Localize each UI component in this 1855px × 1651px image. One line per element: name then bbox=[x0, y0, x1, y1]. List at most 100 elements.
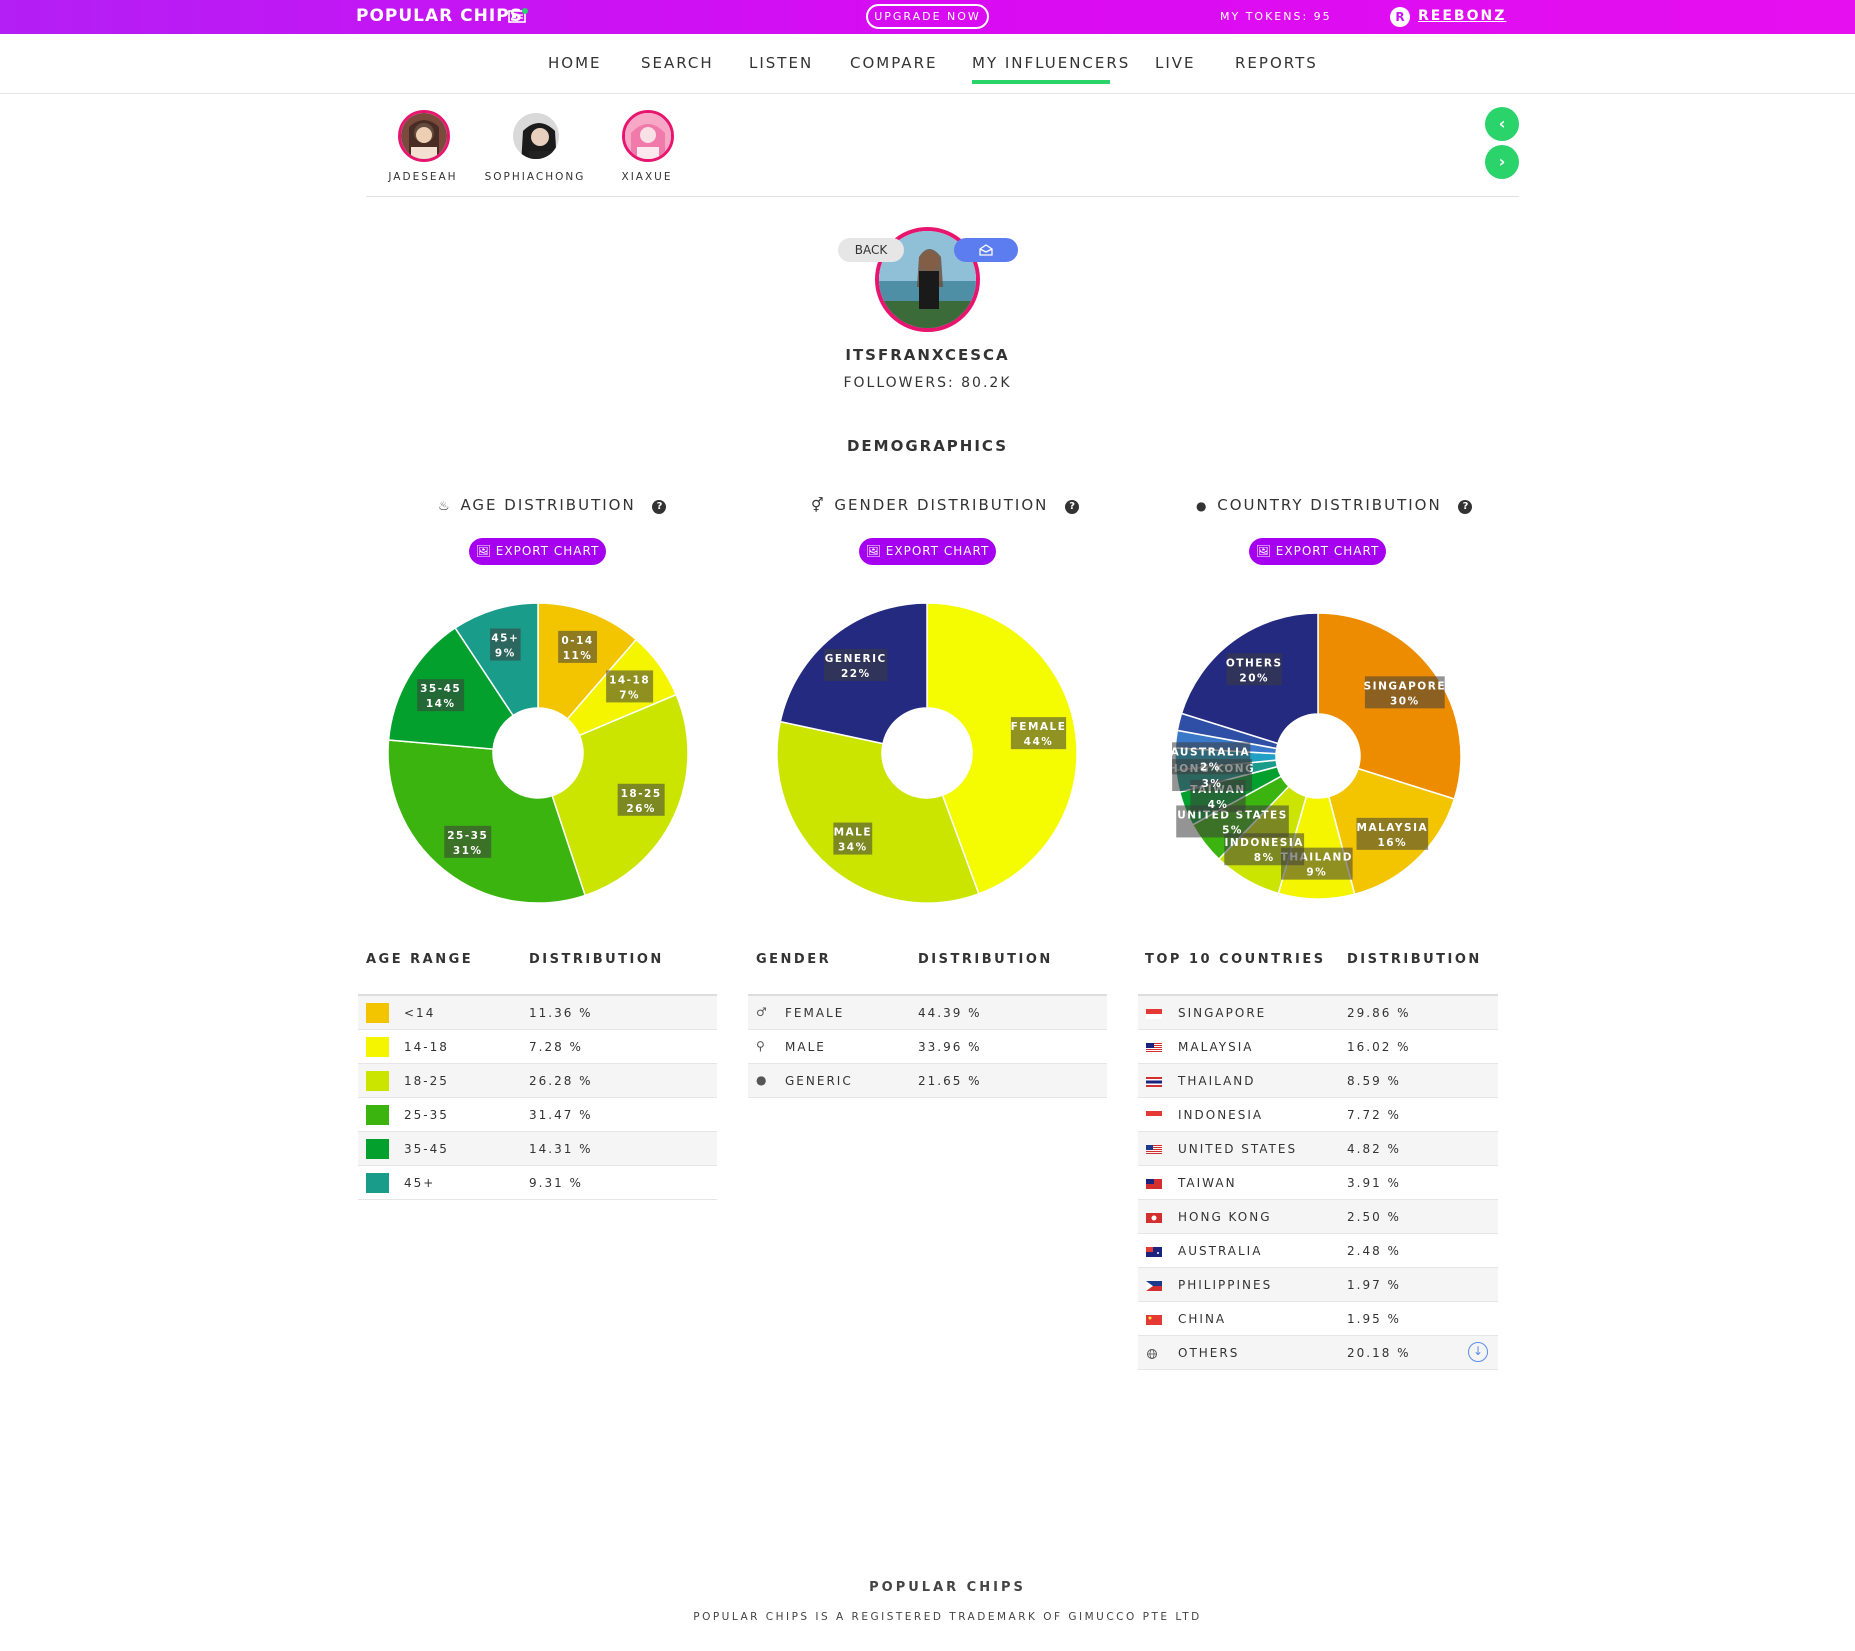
pie-slice-25-35[interactable] bbox=[388, 739, 587, 903]
gender-row-label: FEMALE bbox=[785, 1006, 845, 1020]
export-age-chart-button[interactable]: 🖼 EXPORT CHART bbox=[469, 538, 606, 565]
country-row: ↓ OTHERS 20.18 % bbox=[1138, 1336, 1498, 1370]
back-button[interactable]: BACK bbox=[838, 238, 904, 262]
country-row-value: 2.50 % bbox=[1347, 1210, 1401, 1224]
age-row-value: 9.31 % bbox=[529, 1176, 583, 1190]
divider bbox=[358, 994, 717, 996]
account-link[interactable]: REEBONZ bbox=[1418, 8, 1507, 24]
chevron-left-icon[interactable]: ‹ bbox=[1485, 107, 1519, 141]
country-row-label[interactable]: SINGAPORE bbox=[1178, 1006, 1267, 1020]
svg-text:3%: 3% bbox=[1202, 778, 1223, 790]
country-row: SINGAPORE 29.86 % bbox=[1138, 996, 1498, 1030]
nav-listen[interactable]: LISTEN bbox=[749, 54, 814, 72]
flag-my-icon bbox=[1146, 1043, 1162, 1052]
gender-title-text: GENDER DISTRIBUTION bbox=[834, 496, 1049, 514]
influencer-avatar-sophiachong[interactable] bbox=[510, 110, 562, 162]
country-row-label[interactable]: TAIWAN bbox=[1178, 1176, 1237, 1190]
pie-label-25-35: 25-35 31% bbox=[444, 825, 492, 858]
pie-slice-female[interactable] bbox=[926, 603, 1077, 895]
country-row-label[interactable]: MALAYSIA bbox=[1178, 1040, 1254, 1054]
flag-th-icon bbox=[1146, 1077, 1162, 1087]
country-row-value: 16.02 % bbox=[1347, 1040, 1411, 1054]
svg-text:5%: 5% bbox=[1222, 824, 1243, 836]
svg-text:MALAYSIA: MALAYSIA bbox=[1357, 822, 1429, 834]
gender-row-label: MALE bbox=[785, 1040, 826, 1054]
nav-search[interactable]: SEARCH bbox=[641, 54, 714, 72]
age-row-label: 45+ bbox=[404, 1176, 436, 1190]
age-row-label: 14-18 bbox=[404, 1040, 449, 1054]
svg-text:20%: 20% bbox=[1239, 672, 1269, 684]
country-row-label[interactable]: HONG KONG bbox=[1178, 1210, 1272, 1224]
pie-label-singapore: SINGAPORE 30% bbox=[1364, 676, 1445, 709]
svg-text:14%: 14% bbox=[426, 698, 456, 710]
gender-pie-chart: FEMALE 44% MALE 34% GENERIC 22% bbox=[777, 603, 1077, 903]
export-gender-chart-button[interactable]: 🖼 EXPORT CHART bbox=[859, 538, 996, 565]
nav-live[interactable]: LIVE bbox=[1155, 54, 1196, 72]
image-icon: 🖼 bbox=[865, 544, 881, 558]
nav-home[interactable]: HOME bbox=[548, 54, 602, 72]
age-pie-chart: 0-14 11% 14-18 7% 18-25 26% 25-35 31% 35-45 14% 45… bbox=[388, 603, 688, 903]
svg-text:18-25: 18-25 bbox=[621, 788, 662, 800]
image-icon: 🖼 bbox=[1255, 544, 1271, 558]
country-pie-chart: SINGAPORE30%MALAYSIA16%THAILAND9%INDONES… bbox=[1172, 612, 1462, 900]
mail-button[interactable] bbox=[954, 238, 1018, 262]
export-label: EXPORT CHART bbox=[885, 544, 990, 558]
pie-label-35-45: 35-45 14% bbox=[417, 679, 465, 712]
svg-text:26%: 26% bbox=[626, 803, 656, 815]
svg-text:31%: 31% bbox=[453, 845, 483, 857]
age-title-text: AGE DISTRIBUTION bbox=[460, 496, 636, 514]
country-row-label[interactable]: AUSTRALIA bbox=[1178, 1244, 1263, 1258]
flag-ph-icon bbox=[1146, 1281, 1162, 1291]
id-card-icon bbox=[508, 8, 528, 23]
export-country-chart-button[interactable]: 🖼 EXPORT CHART bbox=[1249, 538, 1386, 565]
upgrade-button[interactable]: UPGRADE NOW bbox=[866, 4, 989, 29]
country-row-label[interactable]: INDONESIA bbox=[1178, 1108, 1264, 1122]
country-row-label[interactable]: UNITED STATES bbox=[1178, 1142, 1298, 1156]
chevron-right-icon[interactable]: › bbox=[1485, 145, 1519, 179]
svg-text:14-18: 14-18 bbox=[609, 674, 650, 686]
gender-row-value: 44.39 % bbox=[918, 1006, 982, 1020]
help-icon[interactable]: ? bbox=[1458, 500, 1473, 514]
influencer-name[interactable]: XIAXUE bbox=[621, 171, 673, 183]
pie-label-others: OTHERS 20% bbox=[1226, 653, 1282, 686]
influencer-avatar-xiaxue[interactable] bbox=[622, 110, 674, 162]
account-avatar[interactable]: R bbox=[1390, 7, 1410, 27]
influencer-avatar-jadeseah[interactable] bbox=[398, 110, 450, 162]
country-row: AUSTRALIA 2.48 % bbox=[1138, 1234, 1498, 1268]
pie-slice-male[interactable] bbox=[777, 720, 980, 903]
influencer-name[interactable]: SOPHIACHONG bbox=[484, 171, 586, 183]
gender-icon: ⚥ bbox=[811, 498, 824, 514]
nav-my-influencers[interactable]: MY INFLUENCERS bbox=[972, 54, 1131, 72]
country-row-value: 2.48 % bbox=[1347, 1244, 1401, 1258]
brand-logo[interactable]: POPULAR CHIPS bbox=[356, 6, 523, 26]
pie-label-australia: AUSTRALIA 2% bbox=[1172, 742, 1251, 775]
pie-label-malaysia: MALAYSIA 16% bbox=[1356, 817, 1429, 850]
mail-icon bbox=[979, 244, 993, 256]
color-swatch bbox=[366, 1071, 389, 1091]
svg-text:25-35: 25-35 bbox=[447, 830, 488, 842]
help-icon[interactable]: ? bbox=[1065, 500, 1080, 514]
download-arrow-icon[interactable]: ↓ bbox=[1468, 1342, 1488, 1362]
nav-reports[interactable]: REPORTS bbox=[1235, 54, 1318, 72]
nav-compare[interactable]: COMPARE bbox=[850, 54, 938, 72]
influencer-name[interactable]: JADESEAH bbox=[388, 171, 458, 183]
age-row-value: 7.28 % bbox=[529, 1040, 583, 1054]
age-row: 35-45 14.31 % bbox=[358, 1132, 717, 1166]
help-icon[interactable]: ? bbox=[652, 500, 667, 514]
profile-username: ITSFRANXCESCA bbox=[845, 346, 1010, 364]
gender-title: ⚥ GENDER DISTRIBUTION ? bbox=[811, 496, 1080, 514]
country-title: ● COUNTRY DISTRIBUTION ? bbox=[1196, 496, 1473, 514]
female-symbol-icon: ⚲ bbox=[756, 1039, 765, 1053]
gender-row: ♂ FEMALE 44.39 % bbox=[748, 996, 1107, 1030]
gender-row-value: 33.96 % bbox=[918, 1040, 982, 1054]
svg-text:22%: 22% bbox=[841, 668, 871, 680]
svg-text:11%: 11% bbox=[563, 650, 593, 662]
country-row-label[interactable]: THAILAND bbox=[1178, 1074, 1256, 1088]
age-row: <14 11.36 % bbox=[358, 996, 717, 1030]
globe-icon: ● bbox=[1196, 499, 1207, 513]
country-title-text: COUNTRY DISTRIBUTION bbox=[1217, 496, 1442, 514]
globe-icon bbox=[1147, 1349, 1157, 1359]
pie-label-14-18: 14-18 7% bbox=[606, 670, 654, 703]
country-table-header-dist: DISTRIBUTION bbox=[1347, 952, 1482, 967]
country-row-value: 1.97 % bbox=[1347, 1278, 1401, 1292]
